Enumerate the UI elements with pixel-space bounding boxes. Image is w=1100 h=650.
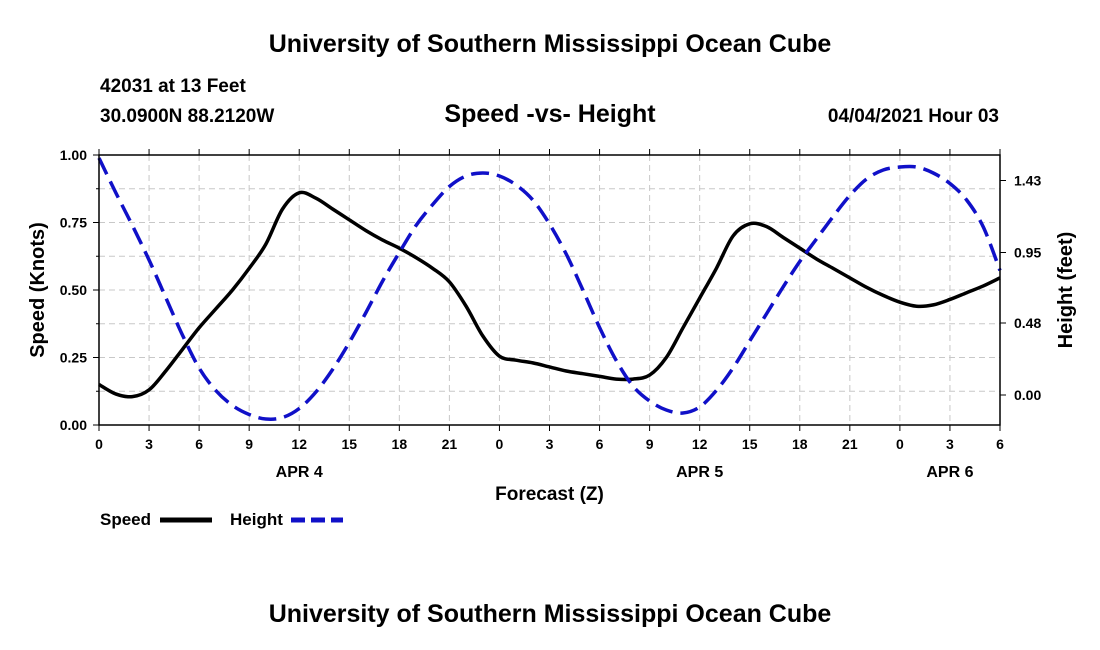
y2-tick-label: 0.00 <box>1014 387 1041 403</box>
x-tick-label: 6 <box>596 436 604 452</box>
x-tick-label: 0 <box>896 436 904 452</box>
page-title: University of Southern Mississippi Ocean… <box>268 30 832 58</box>
x-tick-label: 0 <box>95 436 103 452</box>
x-tick-label: 18 <box>792 436 808 452</box>
x-tick-label: 6 <box>996 436 1004 452</box>
x-tick-label: 0 <box>496 436 504 452</box>
date-label: APR 6 <box>926 464 973 481</box>
x-axis-label: Forecast (Z) <box>495 484 604 505</box>
y-tick-label: 1.00 <box>60 147 87 163</box>
legend: Speed Height <box>100 510 343 529</box>
speed-series <box>98 190 1001 399</box>
y2-axis-label: Height (feet) <box>1055 232 1077 349</box>
x-tick-label: 21 <box>442 436 458 452</box>
height-series <box>97 157 1002 421</box>
date-label: APR 5 <box>676 464 723 481</box>
x-tick-label: 9 <box>245 436 253 452</box>
x-tick-label: 21 <box>842 436 858 452</box>
x-tick-label: 18 <box>392 436 408 452</box>
x-tick-label: 15 <box>742 436 758 452</box>
axes: 0 3 6 9 12 15 18 21 0 3 6 9 12 15 18 21 0 3 6 0.00 0.25 0.50 0… <box>60 147 1042 481</box>
height-line <box>97 157 1002 421</box>
y-axis-label: Speed (Knots) <box>27 222 49 358</box>
x-tick-label: 9 <box>646 436 654 452</box>
x-tick-label: 15 <box>341 436 357 452</box>
x-tick-label: 12 <box>692 436 708 452</box>
coordinates-label: 30.0900N 88.2120W <box>100 106 275 127</box>
footer-title: University of Southern Mississippi Ocean… <box>268 600 832 628</box>
date-label: APR 4 <box>276 464 323 481</box>
x-tick-label: 6 <box>195 436 203 452</box>
y-tick-label: 0.25 <box>60 350 87 366</box>
grid <box>99 155 1000 425</box>
y2-tick-label: 1.43 <box>1014 173 1041 189</box>
legend-label-height: Height <box>230 510 283 529</box>
y2-tick-label: 0.95 <box>1014 245 1041 261</box>
x-tick-label: 12 <box>291 436 307 452</box>
x-tick-label: 3 <box>546 436 554 452</box>
y-tick-label: 0.75 <box>60 215 87 231</box>
speed-line <box>98 190 1001 399</box>
y-tick-label: 0.50 <box>60 282 87 298</box>
legend-label-speed: Speed <box>100 510 151 529</box>
x-tick-label: 3 <box>145 436 153 452</box>
chart-title: Speed -vs- Height <box>444 100 656 128</box>
datetime-label: 04/04/2021 Hour 03 <box>827 106 999 127</box>
y-tick-label: 0.00 <box>60 417 87 433</box>
station-label: 42031 at 13 Feet <box>100 76 246 97</box>
x-tick-label: 3 <box>946 436 954 452</box>
y2-tick-label: 0.48 <box>1014 315 1041 331</box>
